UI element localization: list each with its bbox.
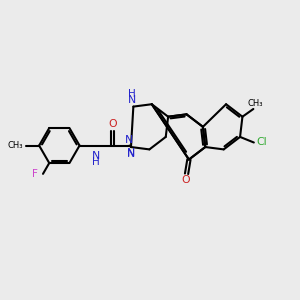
- Text: N: N: [127, 148, 135, 158]
- Text: CH₃: CH₃: [8, 141, 23, 150]
- Text: Cl: Cl: [256, 137, 267, 148]
- Text: N: N: [127, 148, 135, 159]
- Text: N: N: [128, 95, 136, 105]
- Text: H: H: [92, 158, 100, 167]
- Text: CH₃: CH₃: [247, 99, 262, 108]
- Text: O: O: [108, 119, 117, 129]
- Text: H: H: [128, 88, 136, 98]
- Text: F: F: [32, 169, 38, 179]
- Text: O: O: [182, 175, 190, 185]
- Text: N: N: [125, 135, 134, 145]
- Text: N: N: [92, 151, 100, 161]
